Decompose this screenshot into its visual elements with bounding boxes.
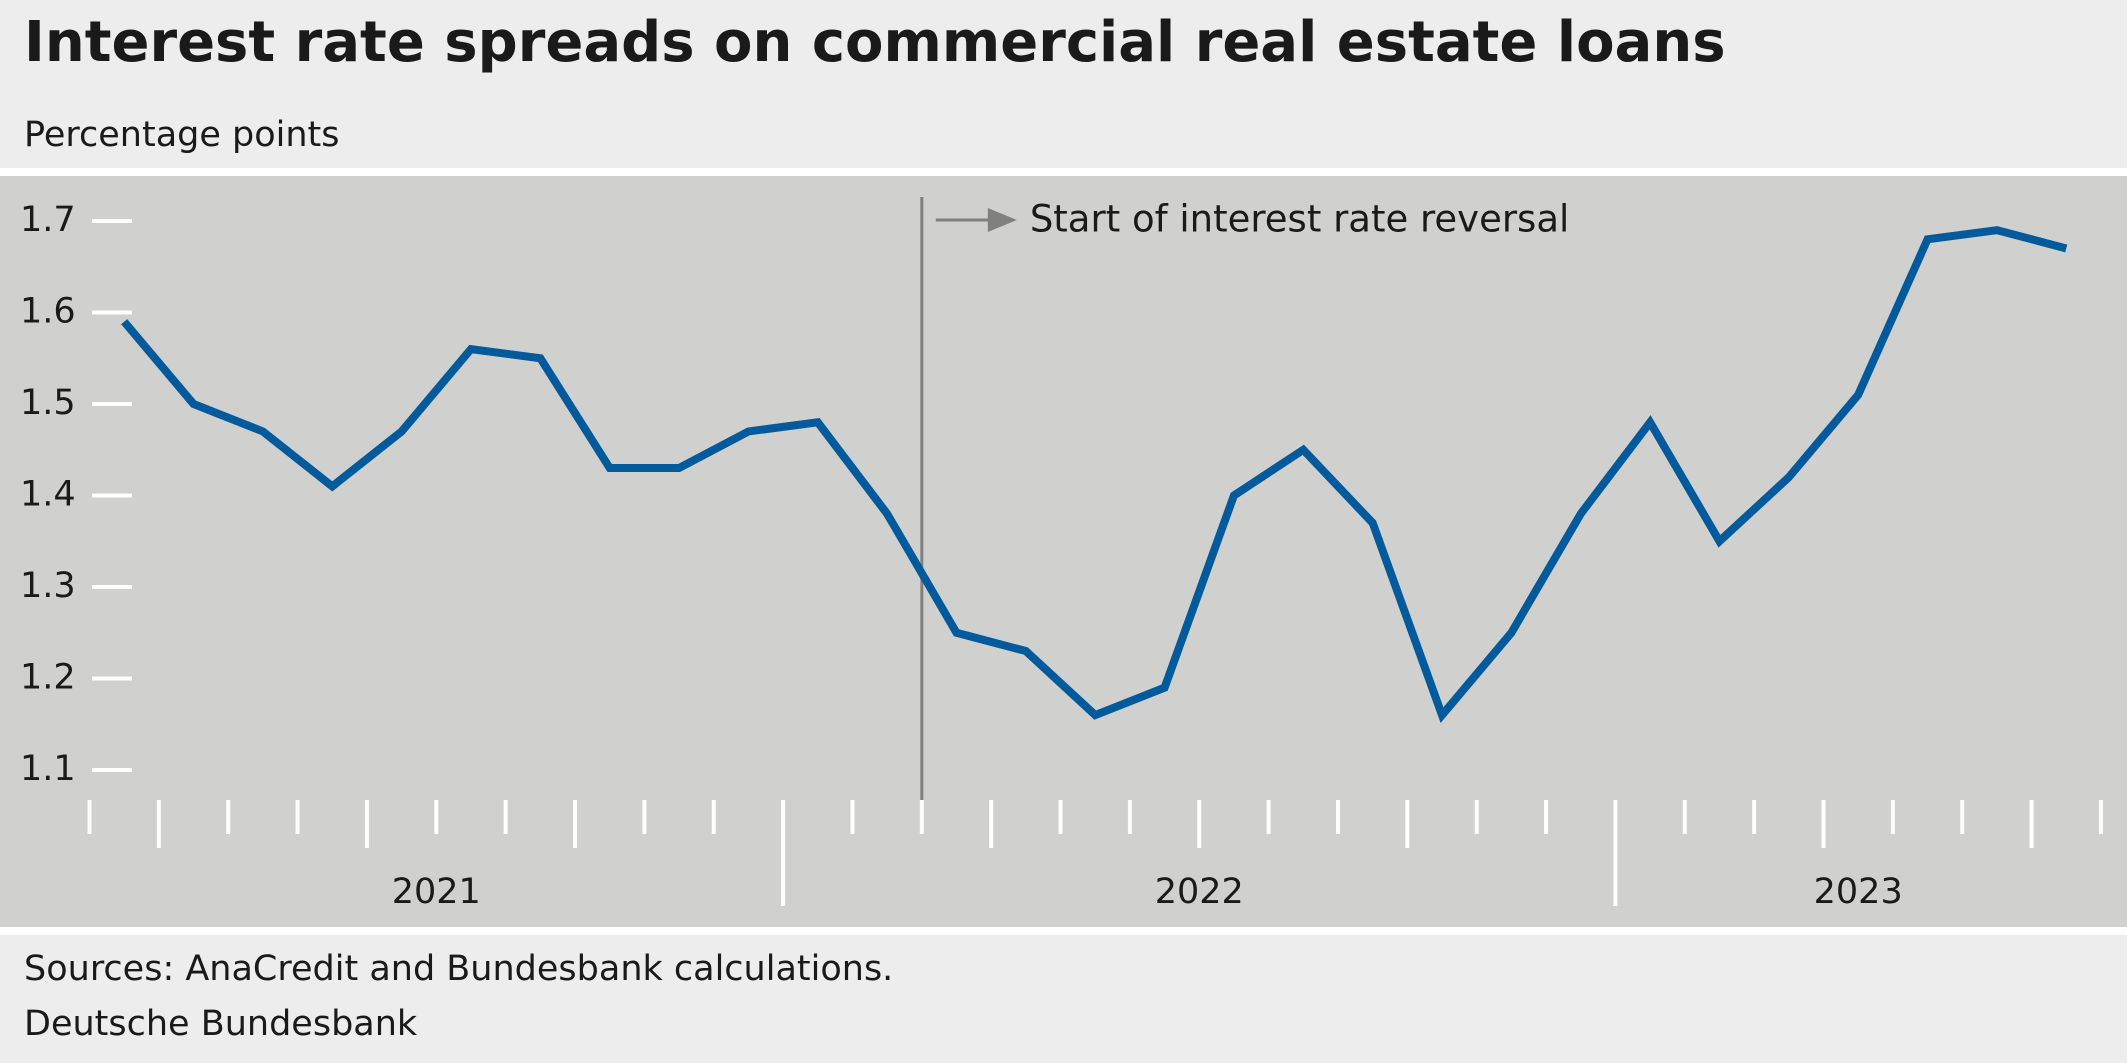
y-tick-label: 1.1 xyxy=(20,749,76,789)
x-year-label: 2021 xyxy=(392,872,481,912)
annotation-arrowhead xyxy=(987,208,1017,232)
source: Sources: AnaCredit and Bundesbank calcul… xyxy=(24,949,893,989)
y-tick-label: 1.6 xyxy=(20,292,76,332)
subtitle: Percentage points xyxy=(24,115,340,155)
y-tick-label: 1.3 xyxy=(20,566,76,606)
plot-band xyxy=(0,176,2127,927)
y-tick-label: 1.4 xyxy=(20,475,76,515)
annotation-text: Start of interest rate reversal xyxy=(1030,198,1569,241)
y-tick-label: 1.7 xyxy=(20,200,76,240)
y-tick-label: 1.2 xyxy=(20,658,76,698)
publisher: Deutsche Bundesbank xyxy=(24,1004,418,1044)
x-year-label: 2023 xyxy=(1814,872,1903,912)
y-tick-label: 1.5 xyxy=(20,383,76,423)
chart-title: Interest rate spreads on commercial real… xyxy=(24,10,1726,75)
x-year-label: 2022 xyxy=(1155,872,1244,912)
line-series xyxy=(121,226,2068,723)
